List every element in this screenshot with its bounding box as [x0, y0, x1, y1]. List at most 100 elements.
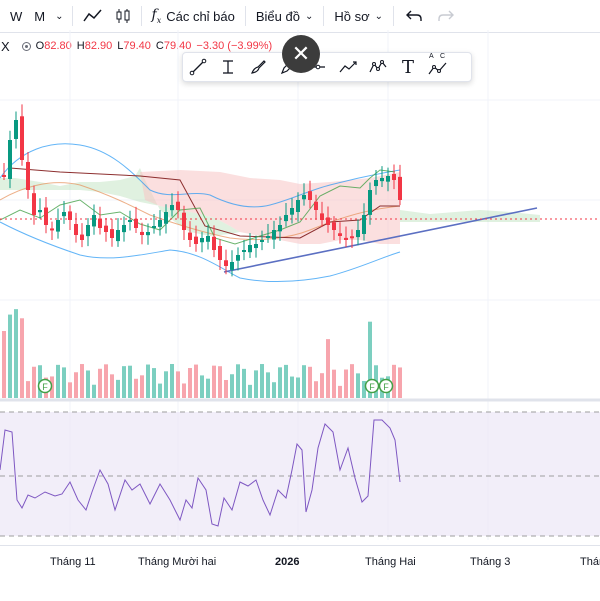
candle-body	[92, 215, 96, 227]
text-icon: T	[401, 56, 414, 78]
text-tool[interactable]: T	[393, 53, 423, 81]
redo-button[interactable]	[430, 0, 462, 32]
event-marker[interactable]: F	[364, 378, 380, 394]
indicators-button[interactable]: fx Các chỉ báo	[146, 0, 241, 32]
volume-bar	[158, 383, 162, 398]
profile-menu-button[interactable]: Hồ sơ ⌄	[328, 0, 389, 32]
chart-menu-button[interactable]: Biểu đồ ⌄	[250, 0, 319, 32]
close-button[interactable]: ✕	[282, 35, 320, 73]
volume-bar	[398, 367, 402, 398]
volume-bar	[368, 321, 372, 398]
candle-body	[290, 208, 294, 215]
open-value: 82.80	[44, 40, 72, 52]
candle-body	[146, 232, 150, 236]
event-marker[interactable]: F	[378, 378, 394, 394]
candle-body	[152, 226, 156, 229]
volume-bar	[170, 364, 174, 398]
close-icon: ✕	[291, 41, 311, 66]
volume-bar	[146, 364, 150, 398]
candle-body	[332, 222, 336, 230]
candle-body	[260, 240, 264, 242]
candle-body	[98, 218, 102, 228]
price-chart-canvas[interactable]: F F F	[0, 0, 600, 545]
candle-body	[200, 238, 204, 243]
candle-body	[80, 234, 84, 240]
candle-body	[338, 233, 342, 236]
volume-bar	[14, 309, 18, 398]
chevron-down-icon: ⌄	[55, 10, 64, 22]
symbol-fragment: X	[1, 38, 10, 54]
volume-bar	[284, 364, 288, 398]
volume-bar	[326, 339, 330, 398]
candle-body	[356, 230, 360, 238]
vertical-measure-tool[interactable]	[213, 53, 243, 81]
brush-tool[interactable]	[243, 53, 273, 81]
candle-body	[8, 140, 12, 179]
event-marker[interactable]: F	[37, 378, 53, 394]
time-axis-label: Tháng 11	[50, 556, 96, 568]
candle-body	[74, 223, 78, 235]
undo-button[interactable]	[398, 0, 430, 32]
volume-bar	[314, 381, 318, 398]
vertical-measure-icon	[223, 60, 233, 74]
volume-bar	[290, 376, 294, 398]
volume-bar	[248, 384, 252, 398]
volume-bar	[92, 384, 96, 398]
indicator-lines	[0, 167, 400, 245]
volume-bar	[176, 371, 180, 398]
candle-body	[350, 236, 354, 239]
event-marker-letter: F	[42, 382, 48, 392]
candle-body	[20, 116, 24, 160]
candle-body	[242, 250, 246, 252]
volume-bar	[26, 381, 30, 398]
interval-month-button[interactable]: M	[28, 0, 51, 32]
chikou-line	[0, 169, 396, 245]
toolbar-divider	[140, 6, 142, 26]
candle-body	[32, 193, 36, 215]
time-axis-label: Tháng 3	[470, 556, 511, 568]
candle-body	[188, 232, 192, 240]
volume-bar	[278, 367, 282, 398]
volume-bar	[332, 369, 336, 398]
volume-bar	[80, 364, 84, 398]
interval-month-label: M	[34, 8, 46, 24]
candle-body	[128, 220, 132, 222]
interval-week-button[interactable]: W	[0, 0, 28, 32]
path-tool[interactable]	[333, 53, 363, 81]
pattern-tool[interactable]	[363, 53, 393, 81]
pattern-icon	[369, 60, 387, 73]
candle-body	[362, 215, 366, 234]
candle-body	[170, 205, 174, 211]
candle-body	[104, 225, 108, 232]
candle-body	[62, 212, 66, 217]
interval-dropdown[interactable]: ⌄	[51, 0, 67, 32]
line-chart-icon	[82, 9, 102, 22]
trend-line-icon	[189, 58, 207, 76]
volume-bar	[338, 385, 342, 398]
candle-body	[14, 120, 18, 139]
chart-style-candle-button[interactable]	[109, 0, 137, 32]
volume-bar	[224, 379, 228, 398]
candle-body	[218, 246, 222, 260]
chart-style-line-button[interactable]	[77, 0, 109, 32]
volume-bar	[188, 368, 192, 398]
low-value: 79.40	[123, 40, 151, 52]
candle-body	[230, 262, 234, 270]
volume-bar	[140, 375, 144, 398]
candle-body	[344, 237, 348, 240]
candle-body	[122, 225, 126, 233]
kijun-line	[9, 167, 400, 239]
candle-body	[326, 217, 330, 225]
toolbar-divider	[71, 6, 73, 26]
candles-group	[2, 104, 402, 277]
volume-bar	[206, 378, 210, 398]
visibility-dot-icon[interactable]	[21, 41, 31, 51]
volume-bar	[134, 378, 138, 398]
time-axis[interactable]	[0, 545, 600, 601]
candle-body	[314, 201, 318, 210]
trend-line-drawing[interactable]	[223, 207, 538, 273]
trend-line-tool[interactable]	[183, 53, 213, 81]
candle-body	[302, 195, 306, 200]
high-key: H	[76, 40, 85, 52]
abc-pattern-tool[interactable]: A C	[423, 53, 453, 81]
